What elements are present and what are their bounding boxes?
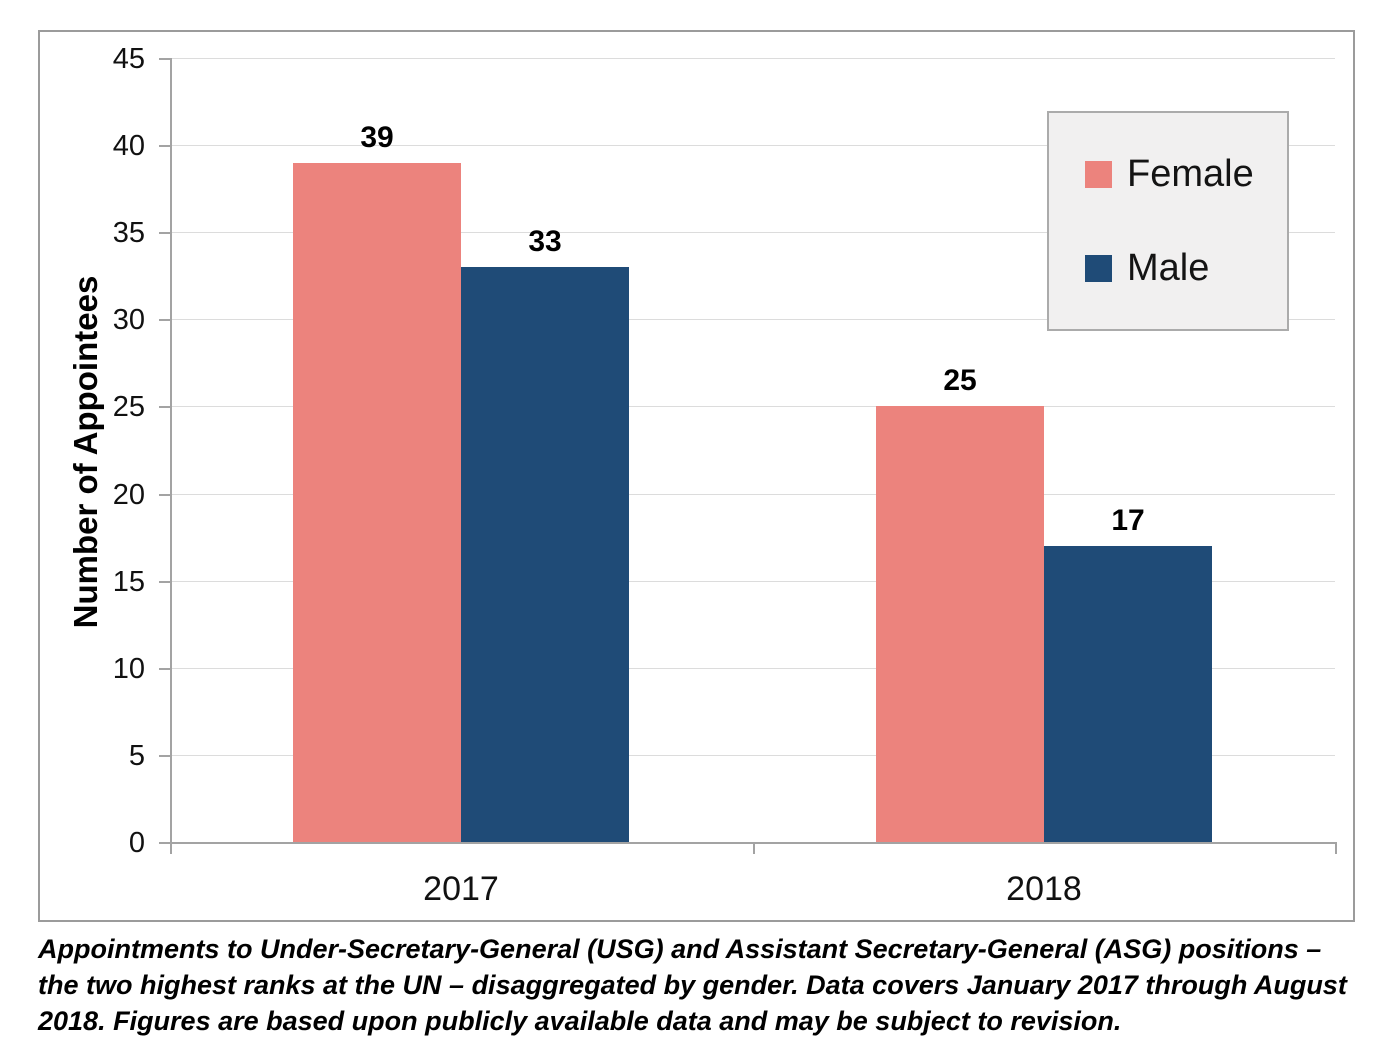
y-axis-line bbox=[170, 58, 172, 854]
chart-frame: Number of Appointees 0 5 10 15 20 25 30 35 40 45 3… bbox=[38, 30, 1355, 922]
y-tick-label: 30 bbox=[112, 304, 145, 336]
legend: Female Male bbox=[1047, 111, 1289, 331]
legend-item-male: Male bbox=[1085, 247, 1281, 290]
bar-value-label: 25 bbox=[943, 364, 977, 397]
y-tick-label: 5 bbox=[128, 740, 145, 772]
gridline bbox=[170, 755, 1335, 756]
y-tick-label: 20 bbox=[112, 479, 145, 511]
y-tick-mark bbox=[159, 145, 170, 147]
legend-label: Female bbox=[1127, 152, 1254, 195]
gridline bbox=[170, 494, 1335, 495]
bar-female-2018 bbox=[876, 406, 1044, 842]
y-tick-mark bbox=[159, 755, 170, 757]
legend-label: Male bbox=[1127, 246, 1210, 289]
y-tick-label: 45 bbox=[112, 43, 145, 75]
bar-female-2017 bbox=[293, 163, 461, 842]
x-tick-mark bbox=[1335, 842, 1337, 854]
bar-value-label: 33 bbox=[528, 225, 562, 258]
y-tick-label: 25 bbox=[112, 391, 145, 423]
y-tick-mark bbox=[159, 319, 170, 321]
y-tick-mark bbox=[159, 842, 170, 844]
plot-area: 0 5 10 15 20 25 30 35 40 45 39 33 2017 25 17 2018 bbox=[40, 32, 1353, 920]
gridline bbox=[170, 668, 1335, 669]
gridline bbox=[170, 319, 1335, 320]
legend-swatch-female bbox=[1085, 160, 1112, 188]
bar-male-2018 bbox=[1044, 546, 1212, 842]
y-tick-mark bbox=[159, 494, 170, 496]
y-tick-label: 15 bbox=[112, 566, 145, 598]
bar-male-2017 bbox=[461, 267, 629, 842]
bar-value-label: 39 bbox=[360, 121, 394, 154]
gridline bbox=[170, 58, 1335, 59]
legend-swatch-male bbox=[1085, 254, 1112, 282]
x-category-label: 2017 bbox=[423, 870, 499, 908]
legend-item-female: Female bbox=[1085, 153, 1281, 196]
y-tick-mark bbox=[159, 232, 170, 234]
y-tick-label: 40 bbox=[112, 130, 145, 162]
gridline bbox=[170, 406, 1335, 407]
x-category-label: 2018 bbox=[1006, 870, 1082, 908]
y-tick-mark bbox=[159, 58, 170, 60]
y-tick-label: 35 bbox=[112, 217, 145, 249]
gridline bbox=[170, 232, 1335, 233]
x-tick-mark bbox=[753, 842, 755, 854]
gridline bbox=[170, 581, 1335, 582]
bar-value-label: 17 bbox=[1111, 504, 1145, 537]
y-tick-mark bbox=[159, 581, 170, 583]
caption: Appointments to Under-Secretary-General … bbox=[38, 934, 1347, 1036]
y-tick-mark bbox=[159, 406, 170, 408]
gridline bbox=[170, 145, 1335, 146]
y-tick-label: 0 bbox=[128, 827, 145, 859]
y-tick-label: 10 bbox=[112, 653, 145, 685]
y-tick-mark bbox=[159, 668, 170, 670]
